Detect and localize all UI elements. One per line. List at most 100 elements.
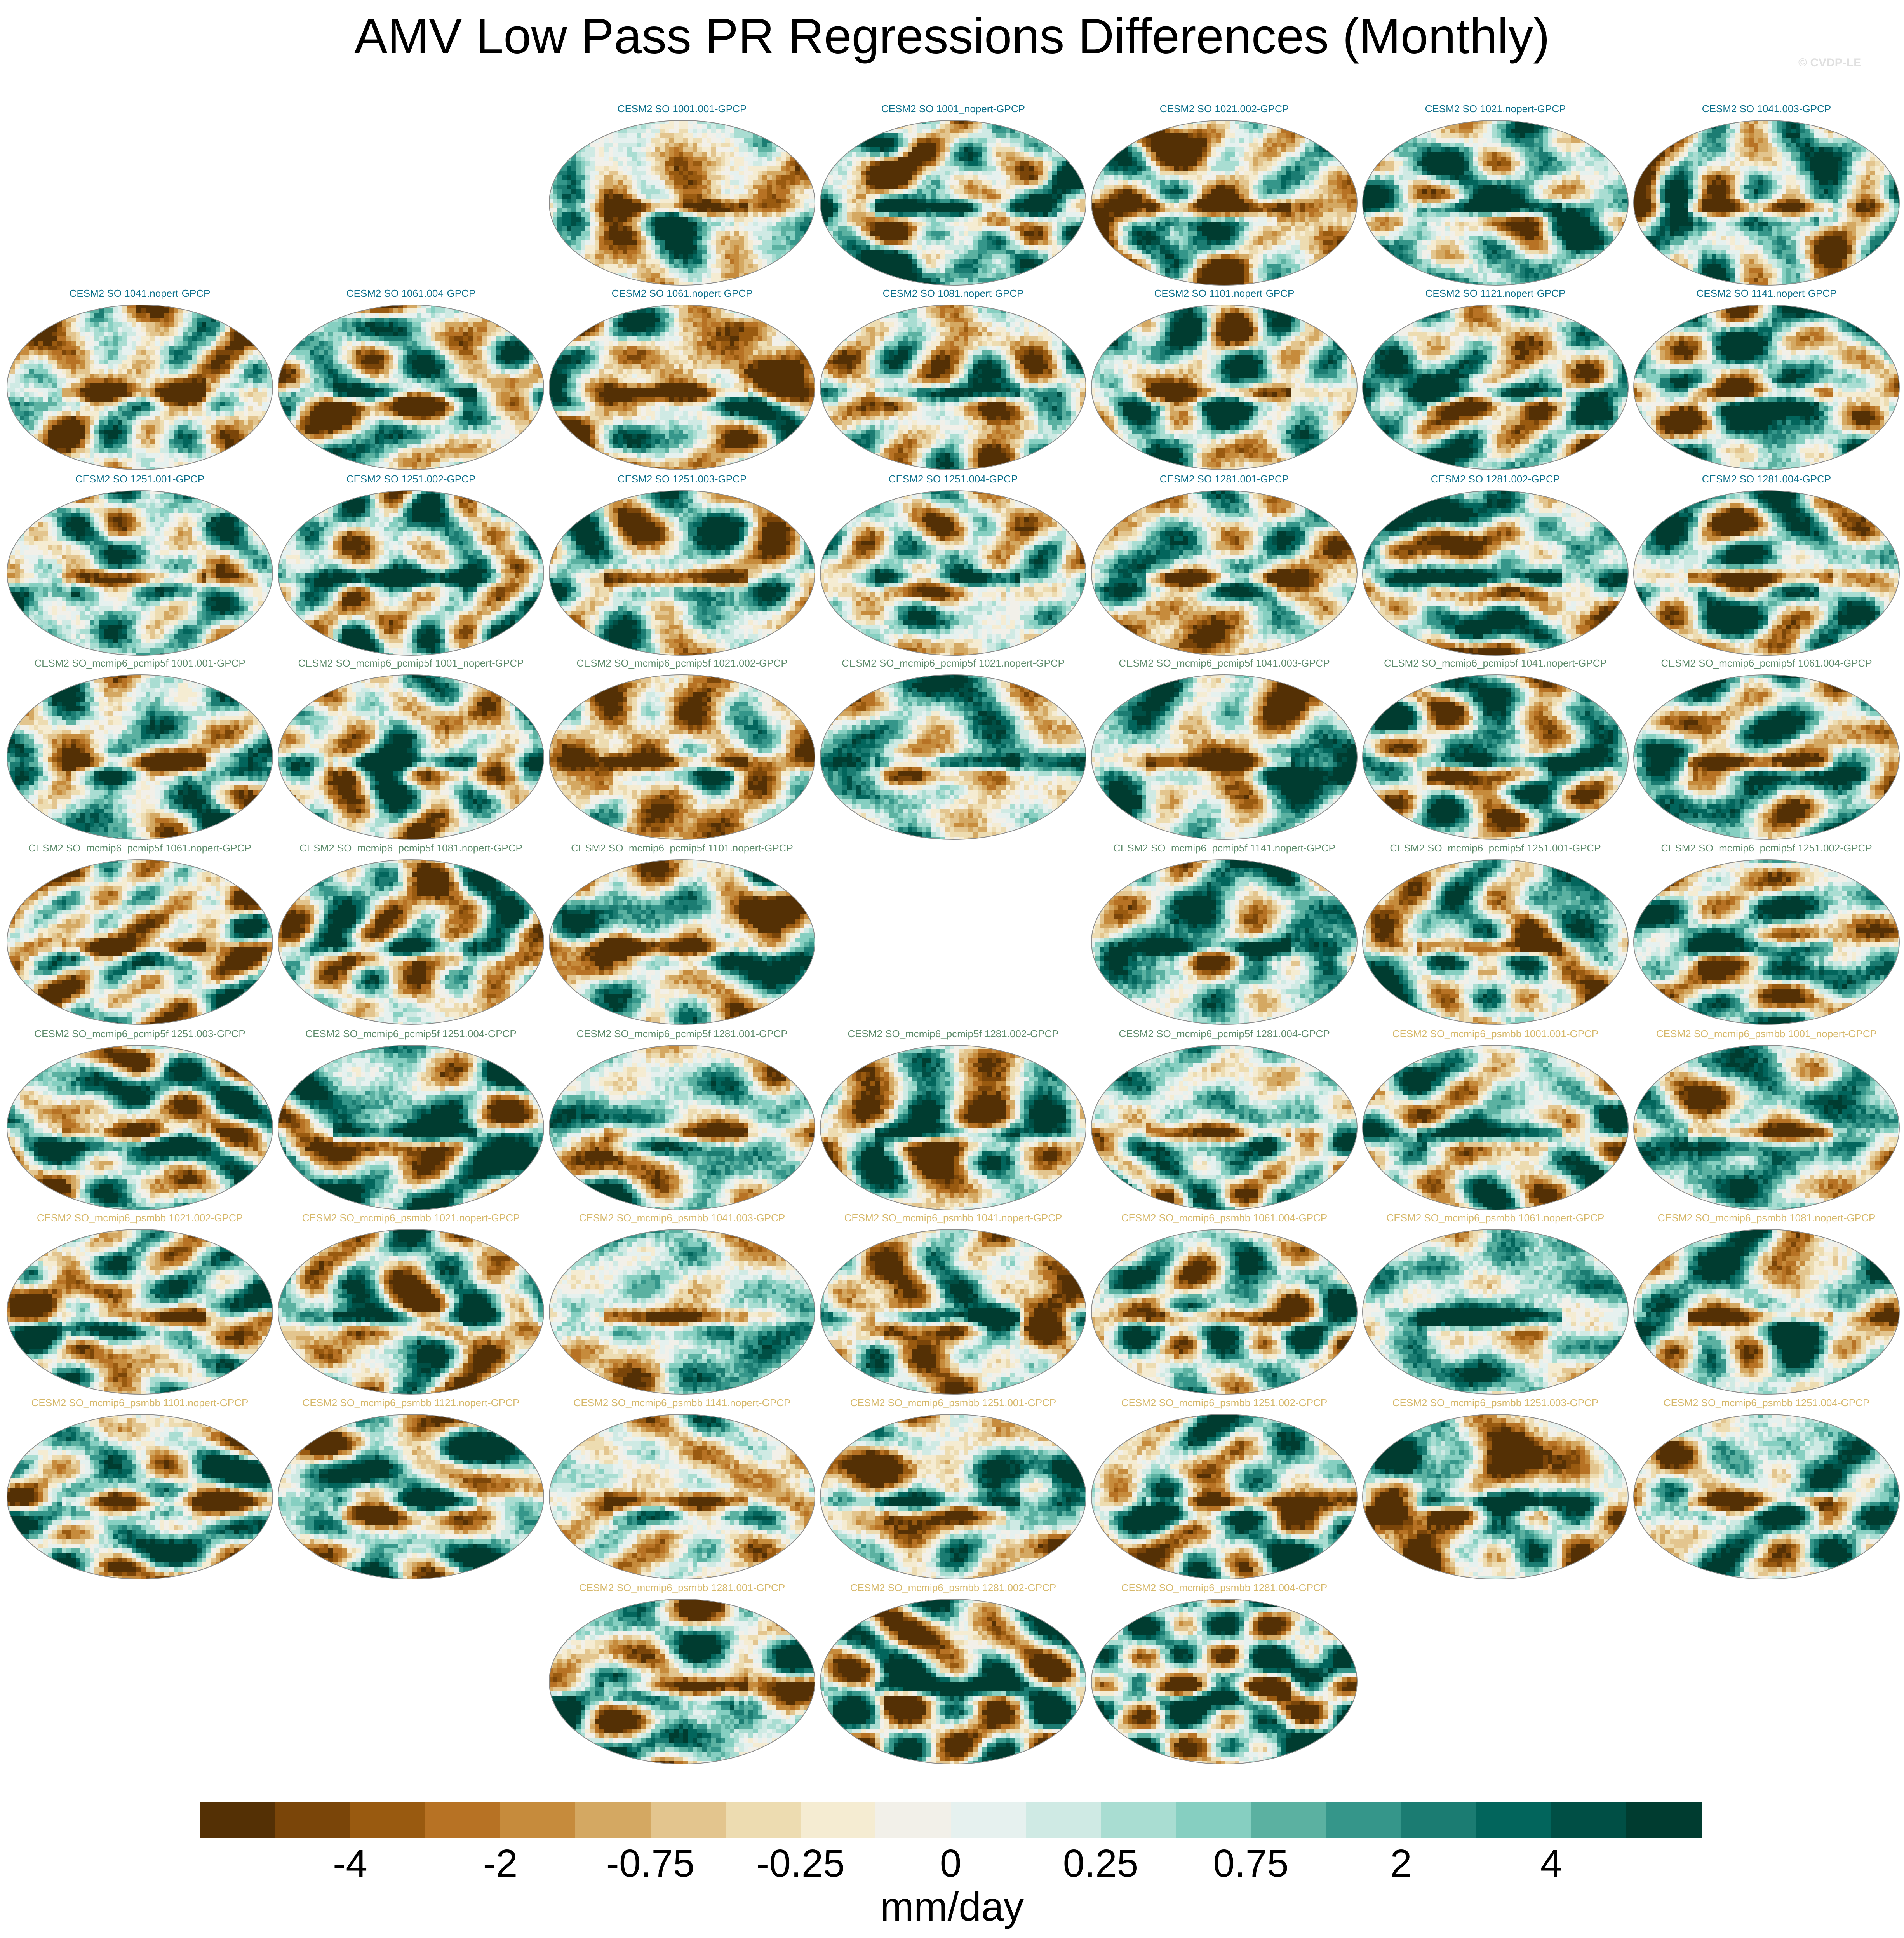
field-cell [982,212,987,218]
field-cell [599,259,604,264]
field-cell [762,143,768,148]
field-cell [804,222,809,227]
field-cell [1029,189,1034,194]
field-cell [632,133,637,138]
field-cell [1193,133,1198,138]
field-cell [739,147,744,152]
field-cell [646,166,651,171]
field-cell [1128,175,1133,180]
field-cell [1057,147,1062,152]
field-cell [548,143,553,148]
field-cell [954,240,959,246]
field-cell [856,129,861,134]
field-cell [767,236,772,241]
field-cell [618,138,623,143]
field-cell [936,185,941,190]
field-cell [866,268,871,273]
field-cell [1024,222,1029,227]
field-cell [711,240,716,246]
field-cell [730,212,735,218]
field-cell [604,180,609,185]
field-cell [992,273,997,278]
field-cell [576,264,581,269]
field-cell [1118,157,1123,162]
field-cell [730,166,735,171]
field-cell [758,152,763,157]
field-cell [585,208,590,213]
field-cell [623,282,628,286]
field-cell [1230,175,1235,180]
field-cell [973,124,978,129]
field-cell [908,171,913,176]
field-cell [1076,222,1081,227]
field-cell [1062,185,1067,190]
field-cell [604,245,609,250]
field-cell [875,236,880,241]
field-cell [861,199,866,204]
field-cell [665,273,670,278]
field-cell [1085,152,1087,157]
field-cell [968,250,973,255]
field-cell [599,250,604,255]
field-cell [1038,254,1043,259]
field-cell [1165,157,1170,162]
field-cell [852,171,857,176]
field-cell [880,152,885,157]
field-cell [908,189,913,194]
field-cell [1080,171,1085,176]
field-cell [1328,133,1333,138]
field-cell [875,264,880,269]
field-cell [1034,203,1039,208]
field-cell [632,212,637,218]
field-cell [875,226,880,232]
field-cell [562,259,567,264]
field-cell [716,282,721,286]
field-cell [669,217,674,222]
field-cell [922,226,927,232]
field-cell [632,240,637,246]
field-cell [870,278,875,283]
field-cell [665,157,670,162]
field-cell [1291,143,1296,148]
field-cell [973,161,978,166]
field-cell [1225,157,1230,162]
field-cell [1090,152,1095,157]
field-cell [762,212,768,218]
field-cell [776,157,781,162]
field-cell [1024,226,1029,232]
field-cell [1342,147,1347,152]
field-cell [898,157,903,162]
field-cell [641,259,646,264]
field-cell [1114,129,1119,134]
field-cell [1170,152,1175,157]
field-cell [725,208,730,213]
field-cell [688,161,693,166]
field-cell [1066,222,1071,227]
field-cell [651,208,656,213]
field-cell [992,240,997,246]
field-cell [1038,222,1043,227]
field-cell [585,236,590,241]
field-cell [767,143,772,148]
field-cell [739,254,744,259]
field-cell [996,175,1001,180]
field-cell [730,175,735,180]
field-cell [1323,133,1328,138]
field-cell [1076,161,1081,166]
field-cell [954,185,959,190]
field-cell [1043,189,1048,194]
field-cell [716,133,721,138]
field-cell [557,199,562,204]
field-cell [950,199,955,204]
field-cell [567,180,572,185]
field-cell [903,226,908,232]
field-cell [870,180,875,185]
field-cell [660,240,665,246]
field-cell [1239,157,1244,162]
field-cell [1043,157,1048,162]
field-cell [1080,143,1085,148]
field-cell [767,185,772,190]
field-cell [894,212,899,218]
field-cell [884,231,889,236]
field-cell [595,175,600,180]
